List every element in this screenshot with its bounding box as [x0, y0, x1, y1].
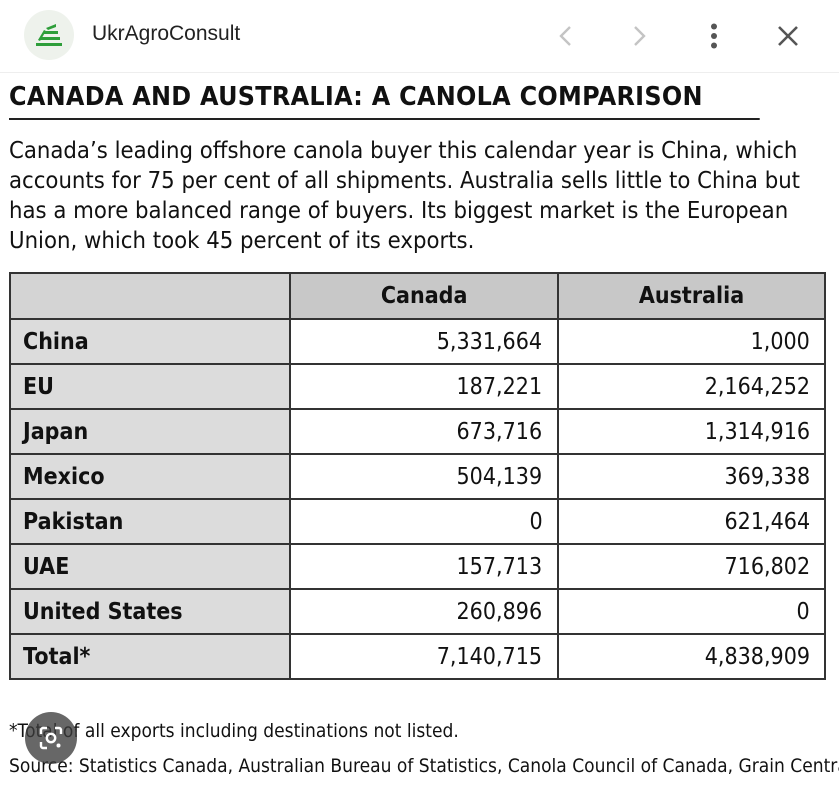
site-name[interactable]: UkrAgroConsult — [92, 22, 241, 45]
header-australia: Australia — [556, 272, 827, 320]
chevron-left-icon — [559, 26, 571, 46]
table-row: EU 187,221 2,164,252 — [8, 363, 827, 410]
visual-search-button[interactable] — [25, 712, 77, 764]
article-intro: Canada’s leading offshore canola buyer t… — [9, 136, 805, 256]
intro-line: Union, which took 45 percent of its expo… — [9, 228, 475, 254]
canada-value: 7,140,715 — [289, 633, 559, 680]
more-vertical-icon — [711, 23, 717, 49]
row-label: United States — [8, 588, 292, 635]
table-row: Japan 673,716 1,314,916 — [8, 408, 827, 455]
table-row: Mexico 504,139 369,338 — [8, 453, 827, 500]
canola-comparison-table: Canada Australia China 5,331,664 1,000 E… — [8, 272, 827, 680]
canada-value: 5,331,664 — [289, 318, 559, 365]
table-row: UAE 157,713 716,802 — [8, 543, 827, 590]
row-label: Total* — [8, 633, 292, 680]
canada-value: 187,221 — [289, 363, 559, 410]
row-label: Japan — [8, 408, 292, 455]
back-button[interactable] — [548, 18, 584, 54]
intro-line: Canada’s leading offshore canola buyer t… — [9, 138, 798, 164]
source-credit: Source: Statistics Canada, Australian Bu… — [9, 755, 839, 777]
australia-value: 1,314,916 — [556, 408, 827, 455]
australia-value: 1,000 — [556, 318, 827, 365]
australia-value: 2,164,252 — [556, 363, 827, 410]
table-total-row: Total* 7,140,715 4,838,909 — [8, 633, 827, 680]
article-headline: CANADA AND AUSTRALIA: A CANOLA COMPARISO… — [9, 82, 760, 120]
australia-value: 4,838,909 — [556, 633, 827, 680]
ukragroconsult-logo-icon[interactable] — [24, 10, 74, 60]
australia-value: 0 — [556, 588, 827, 635]
table-row: Pakistan 0 621,464 — [8, 498, 827, 545]
chevron-right-icon — [634, 26, 646, 46]
canada-value: 0 — [289, 498, 559, 545]
intro-line: has a more balanced range of buyers. Its… — [9, 198, 789, 224]
header-canada: Canada — [289, 272, 559, 320]
table-footnote: *Total of all exports including destinat… — [9, 720, 459, 742]
more-options-button[interactable] — [696, 18, 732, 54]
canada-value: 673,716 — [289, 408, 559, 455]
header-corner — [8, 272, 292, 320]
top-bar: UkrAgroConsult — [0, 0, 839, 73]
row-label: Pakistan — [8, 498, 292, 545]
australia-value: 716,802 — [556, 543, 827, 590]
canada-value: 260,896 — [289, 588, 559, 635]
row-label: Mexico — [8, 453, 292, 500]
row-label: China — [8, 318, 292, 365]
table-row: United States 260,896 0 — [8, 588, 827, 635]
intro-line: accounts for 75 per cent of all shipment… — [9, 168, 801, 194]
row-label: UAE — [8, 543, 292, 590]
close-icon — [778, 26, 798, 46]
lens-icon — [39, 726, 63, 750]
canada-value: 157,713 — [289, 543, 559, 590]
forward-button[interactable] — [621, 18, 657, 54]
table-header-row: Canada Australia — [8, 272, 827, 320]
canada-value: 504,139 — [289, 453, 559, 500]
row-label: EU — [8, 363, 292, 410]
australia-value: 369,338 — [556, 453, 827, 500]
table-row: China 5,331,664 1,000 — [8, 318, 827, 365]
australia-value: 621,464 — [556, 498, 827, 545]
close-button[interactable] — [770, 18, 806, 54]
